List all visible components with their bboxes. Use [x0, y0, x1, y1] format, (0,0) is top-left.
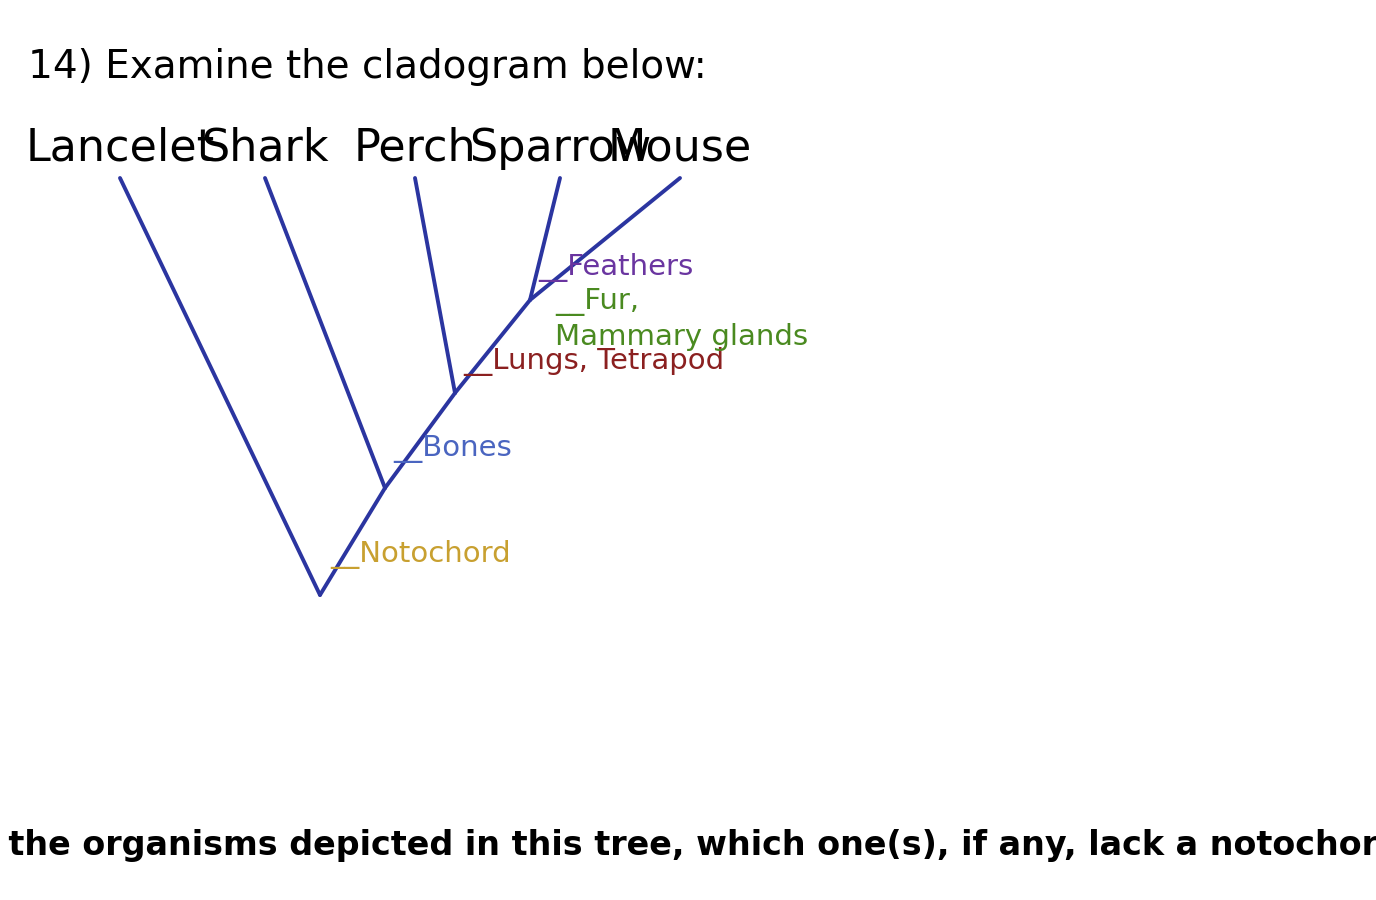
Text: __Feathers: __Feathers	[538, 253, 694, 282]
Text: __Fur,
Mammary glands: __Fur, Mammary glands	[555, 288, 808, 351]
Text: Perch: Perch	[354, 127, 476, 169]
Text: __Lungs, Tetrapod: __Lungs, Tetrapod	[462, 347, 724, 376]
Text: __Bones: __Bones	[394, 435, 512, 463]
Text: __Notochord: __Notochord	[330, 540, 510, 569]
Text: 14) Examine the cladogram below:: 14) Examine the cladogram below:	[28, 48, 707, 86]
Text: Shark: Shark	[201, 127, 329, 169]
Text: Sparrow: Sparrow	[469, 127, 651, 169]
Text: Mouse: Mouse	[608, 127, 753, 169]
Text: Lancelet: Lancelet	[25, 127, 215, 169]
Text: Of the organisms depicted in this tree, which one(s), if any, lack a notochord?: Of the organisms depicted in this tree, …	[0, 829, 1376, 861]
